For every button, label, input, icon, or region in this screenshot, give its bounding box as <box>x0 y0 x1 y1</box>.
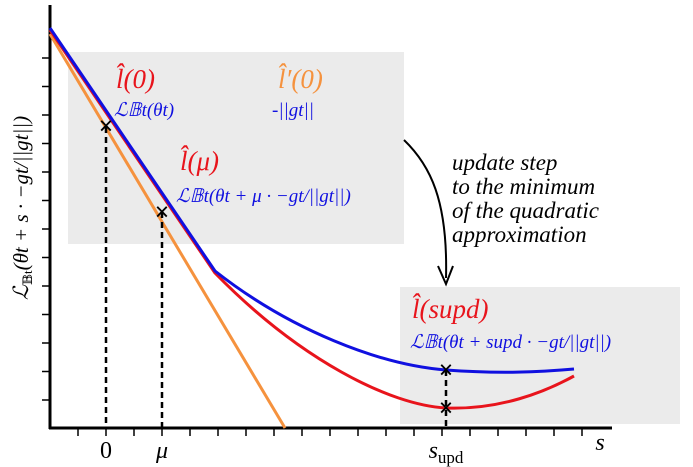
dashed-guides <box>104 127 448 428</box>
update-arrow <box>403 139 448 279</box>
label-neg-grad: -||gt|| <box>272 100 314 121</box>
marker-supd-loss: × <box>439 356 454 385</box>
label-l0: l̂(0) <box>116 64 155 94</box>
label-lmu: l̂(μ) <box>180 146 219 176</box>
xtick-label-zero: 0 <box>100 438 112 464</box>
marker-mu: × <box>155 198 170 227</box>
highlight-box-initial <box>68 52 404 244</box>
y-axis-label: ℒ𝔹t(θt + s · −gt/||gt||) <box>9 116 35 300</box>
ylabel-sub: 𝔹t <box>20 270 35 285</box>
arrow-head-icon <box>437 265 454 287</box>
label-L0: ℒ𝔹t(θt) <box>114 100 174 121</box>
annotation-line-2: to the minimum <box>452 174 595 199</box>
label-Lmu: ℒ𝔹t(θt + μ · −gt/||gt||) <box>176 186 351 207</box>
supd-sub: upd <box>438 448 464 467</box>
annotation-line-1: update step <box>452 150 557 175</box>
ylabel-main: ℒ <box>9 284 33 300</box>
label-lprime0: l̂′(0) <box>278 64 323 94</box>
ylabel-rest: (θt + s · −gt/||gt||) <box>9 116 33 271</box>
annotation-line-3: of the quadratic <box>452 198 599 223</box>
tangent-line <box>48 33 287 429</box>
marker-zero: × <box>99 112 114 141</box>
marker-supd-approx: × <box>439 394 454 423</box>
xtick-label-mu: μ <box>155 438 168 464</box>
label-lsupd: l̂(supd) <box>412 294 489 324</box>
x-axis-label: s <box>595 430 604 456</box>
supd-main: s <box>429 438 438 464</box>
loss-curve <box>48 27 575 374</box>
quadratic-approximation-curve <box>48 29 575 410</box>
label-Lsupd: ℒ𝔹t(θt + supd · −gt/||gt||) <box>410 332 611 353</box>
annotation-line-4: approximation <box>452 222 587 247</box>
xtick-label-supd: supd <box>429 438 464 467</box>
